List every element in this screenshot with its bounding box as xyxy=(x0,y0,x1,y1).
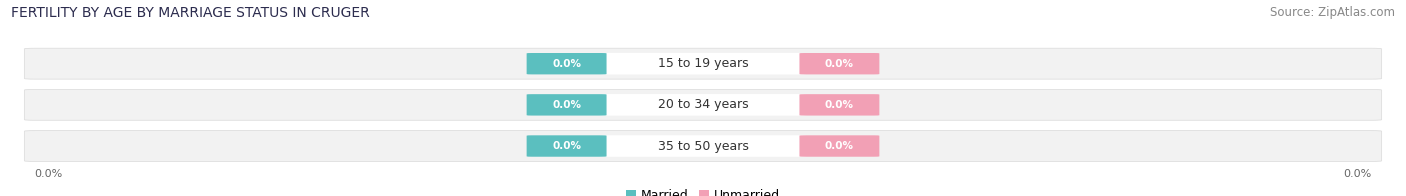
Text: 35 to 50 years: 35 to 50 years xyxy=(658,140,748,152)
Text: Source: ZipAtlas.com: Source: ZipAtlas.com xyxy=(1270,6,1395,19)
FancyBboxPatch shape xyxy=(24,89,1382,120)
Text: 0.0%: 0.0% xyxy=(553,100,581,110)
Text: 0.0%: 0.0% xyxy=(825,59,853,69)
FancyBboxPatch shape xyxy=(599,53,807,74)
Text: 0.0%: 0.0% xyxy=(35,169,63,179)
FancyBboxPatch shape xyxy=(800,94,879,116)
FancyBboxPatch shape xyxy=(599,135,807,157)
FancyBboxPatch shape xyxy=(24,48,1382,79)
FancyBboxPatch shape xyxy=(527,53,606,74)
FancyBboxPatch shape xyxy=(527,135,606,157)
FancyBboxPatch shape xyxy=(24,131,1382,162)
Text: 0.0%: 0.0% xyxy=(553,141,581,151)
Text: 0.0%: 0.0% xyxy=(825,100,853,110)
Legend: Married, Unmarried: Married, Unmarried xyxy=(621,184,785,196)
FancyBboxPatch shape xyxy=(800,53,879,74)
Text: 0.0%: 0.0% xyxy=(553,59,581,69)
Text: 0.0%: 0.0% xyxy=(825,141,853,151)
Text: 0.0%: 0.0% xyxy=(1343,169,1371,179)
FancyBboxPatch shape xyxy=(800,135,879,157)
FancyBboxPatch shape xyxy=(527,94,606,116)
Text: 15 to 19 years: 15 to 19 years xyxy=(658,57,748,70)
Text: FERTILITY BY AGE BY MARRIAGE STATUS IN CRUGER: FERTILITY BY AGE BY MARRIAGE STATUS IN C… xyxy=(11,6,370,20)
Text: 20 to 34 years: 20 to 34 years xyxy=(658,98,748,111)
FancyBboxPatch shape xyxy=(599,94,807,116)
